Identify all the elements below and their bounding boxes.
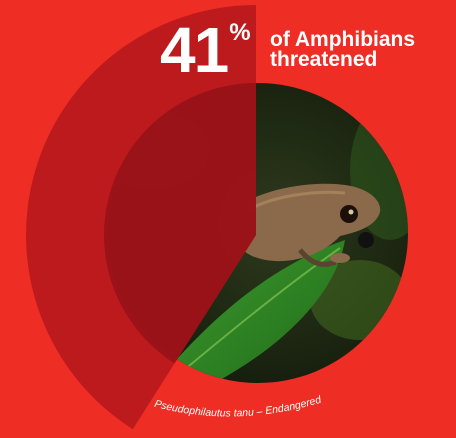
threat-percentage: 41%	[160, 18, 251, 82]
percent-sign: %	[229, 19, 251, 46]
threatened-inner-arc	[104, 83, 257, 364]
headline-text: of Amphibians threatened	[270, 28, 450, 71]
species-caption: Pseudophilautus tanu – Endangered	[153, 393, 323, 419]
percent-value: 41	[160, 14, 229, 86]
headline-line-2: threatened	[270, 48, 378, 71]
headline-line-1: of Amphibians	[270, 28, 416, 51]
